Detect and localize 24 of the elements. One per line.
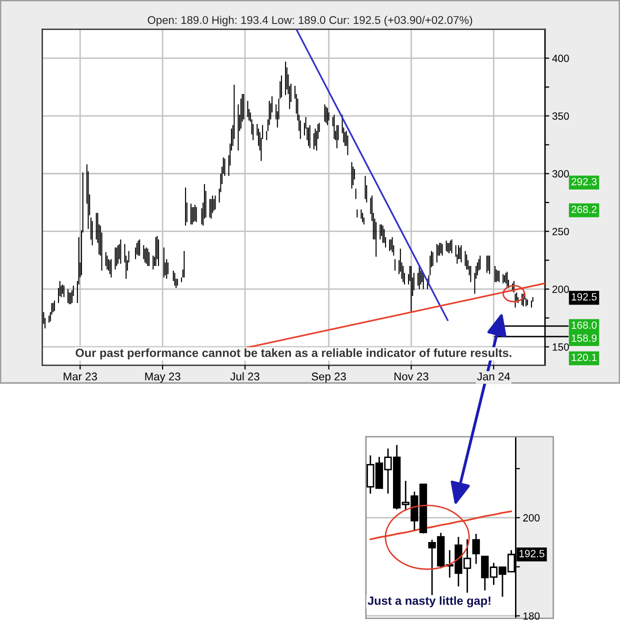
x-tick-label: Nov 23 bbox=[394, 372, 428, 380]
x-tick-label: Jan 24 bbox=[477, 372, 510, 380]
y-tick-label: 250 bbox=[552, 228, 569, 236]
y-tick-label: 180 bbox=[523, 612, 540, 620]
annotation: 192.5 bbox=[519, 550, 544, 558]
y-tick-label: 300 bbox=[552, 170, 569, 178]
text: 192.5 bbox=[572, 293, 597, 301]
y-tick-label: 400 bbox=[552, 54, 569, 62]
y-tick-label: 350 bbox=[552, 112, 569, 120]
text: 120.1 bbox=[572, 354, 597, 362]
ref-line-label: 168.0 bbox=[572, 321, 597, 329]
ref-line-label: 158.9 bbox=[572, 334, 597, 342]
y-tick-label: 150 bbox=[552, 343, 569, 351]
x-tick-label: Sep 23 bbox=[312, 372, 346, 383]
text: 292.3 bbox=[572, 178, 597, 186]
x-tick-label: May 23 bbox=[145, 372, 180, 383]
x-tick-label: Mar 23 bbox=[64, 372, 97, 380]
x-tick-label: Jul 23 bbox=[230, 372, 260, 380]
y-tick-label: 200 bbox=[552, 286, 569, 293]
annotation: Our past performance cannot be taken as a reliable indicator of future results. bbox=[76, 348, 512, 360]
chart-subtitle: Open: 189.0 High: 193.4 Low: 189.0 Cur: 192.5 (+03.90/+02.07%) bbox=[148, 16, 472, 26]
y-tick-label: 200 bbox=[523, 514, 540, 522]
text: 268.2 bbox=[572, 206, 597, 214]
annotation: Just a nasty little gap! bbox=[368, 596, 490, 608]
